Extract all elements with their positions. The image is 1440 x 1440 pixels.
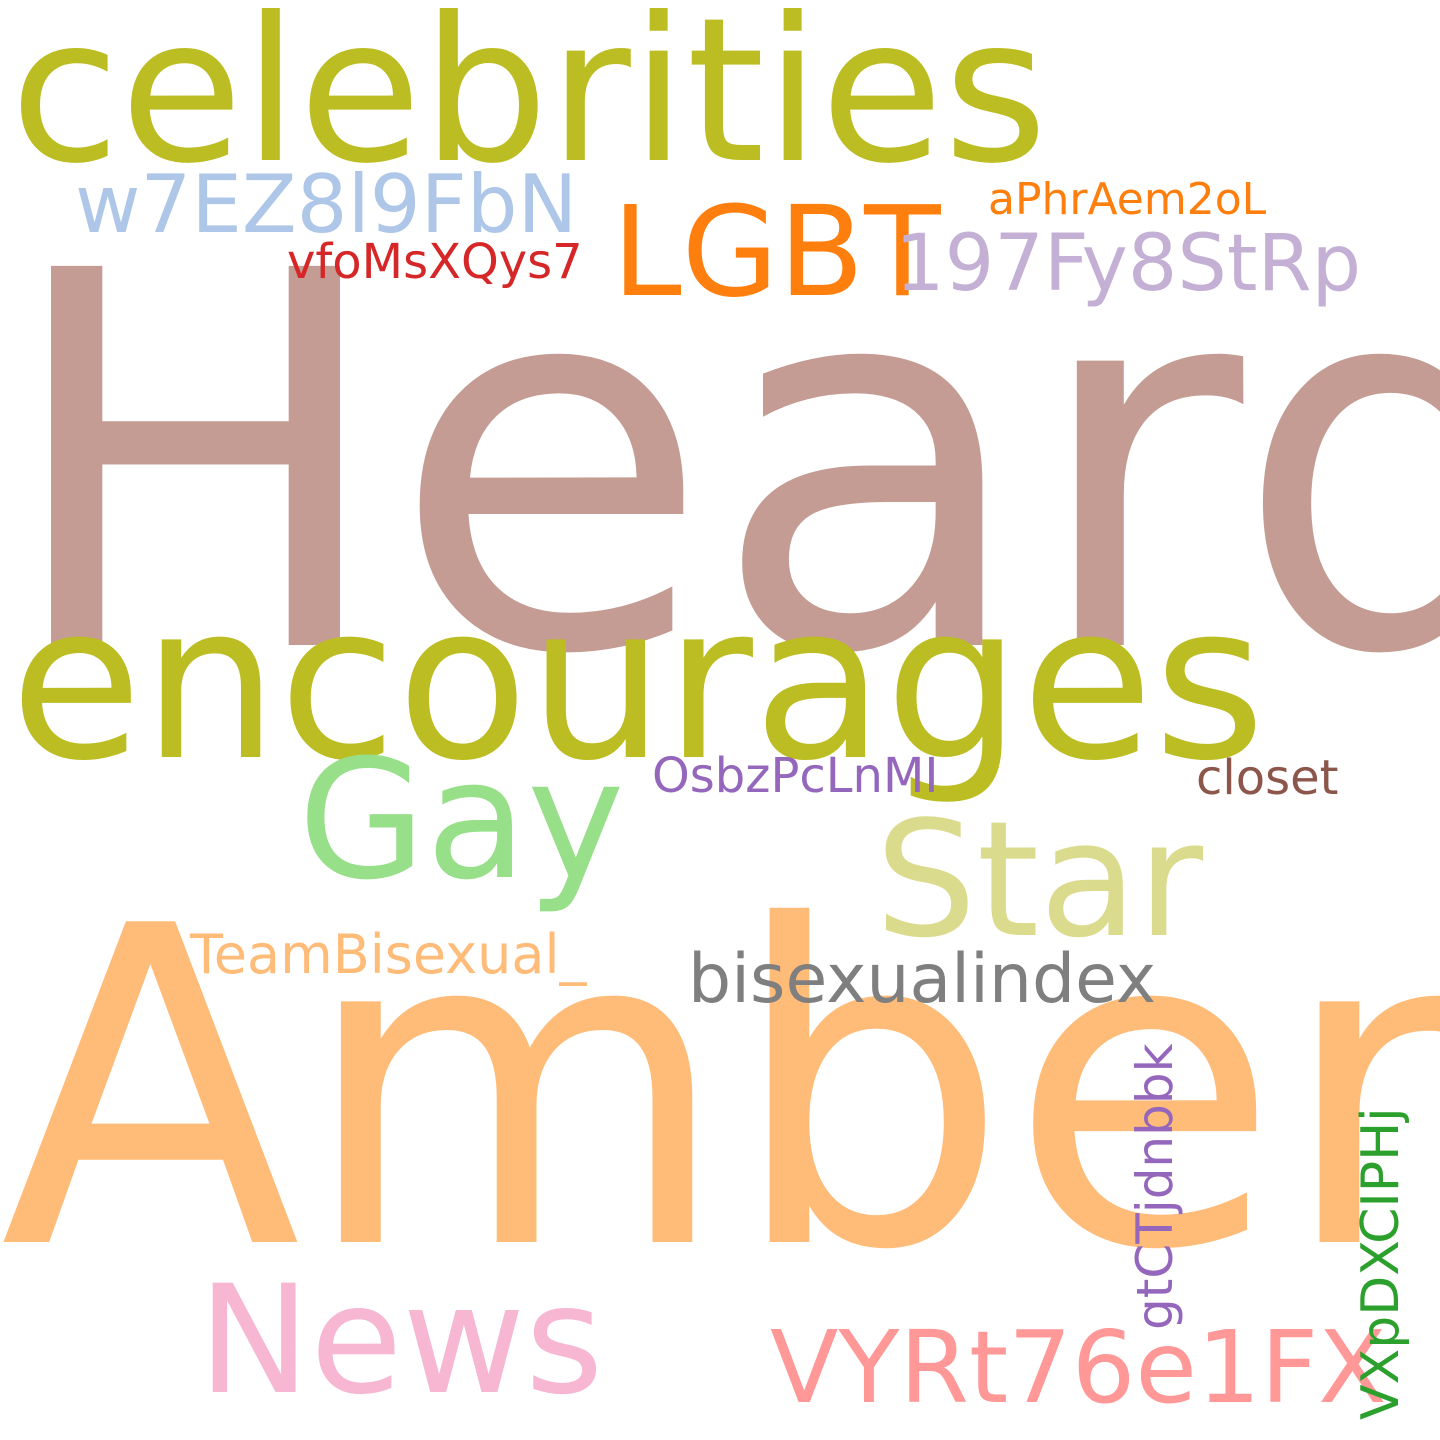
word-gay: Gay — [298, 724, 625, 916]
word-closet: closet — [1196, 750, 1339, 806]
word-197fy8strp: 197Fy8StRp — [895, 219, 1362, 309]
word-vfomsxqys7: vfoMsXQys7 — [287, 234, 583, 290]
word-aphraem2ol: aPhrAem2oL — [988, 174, 1267, 225]
word-osbzpclnmi: OsbzPcLnMI — [652, 748, 939, 804]
word-heard: Heard — [0, 162, 1440, 768]
word-teambisexual: TeamBisexual_ — [190, 923, 587, 986]
word-encourages: encourages — [10, 557, 1266, 808]
word-celebrities: celebrities — [10, 0, 1048, 208]
word-lgbt: LGBT — [612, 180, 941, 325]
word-amber: Amber — [0, 834, 1440, 1346]
word-vyrt76e1fx: VYRt76e1FX — [770, 1309, 1387, 1426]
word-gtctjdnbbk: gtCTjdnbbk — [1126, 1043, 1184, 1330]
word-news: News — [198, 1254, 604, 1428]
word-star: Star — [875, 786, 1204, 973]
word-vxpdxciphj: VXpDXCIPHj — [1351, 1107, 1411, 1420]
word-w7ez8l9fbn: w7EZ8l9FbN — [75, 158, 578, 251]
word-bisexualindex: bisexualindex — [688, 940, 1157, 1019]
